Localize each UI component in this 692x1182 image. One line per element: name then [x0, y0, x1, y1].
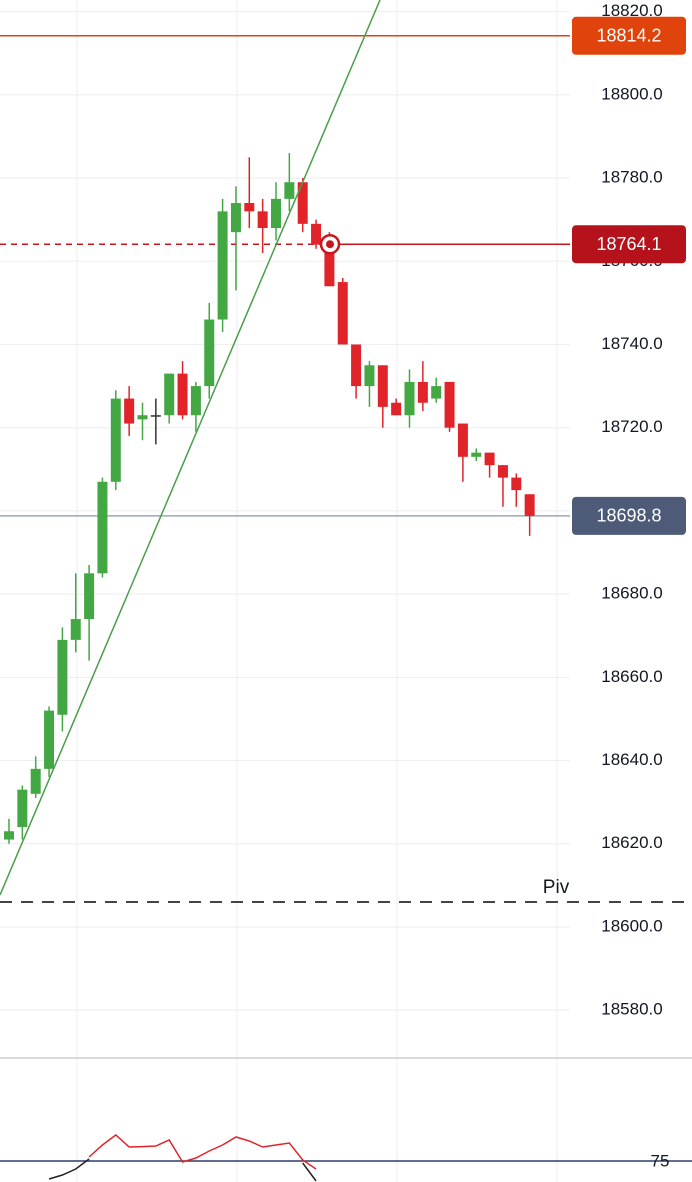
- y-tick-label: 18720.0: [601, 417, 662, 436]
- candle-body: [124, 398, 135, 424]
- candle-body: [110, 398, 121, 482]
- candle-body: [230, 203, 241, 233]
- candle-body: [311, 223, 322, 245]
- candle-body: [4, 831, 14, 840]
- indicator-line: [88, 1134, 317, 1170]
- candle-body: [351, 344, 362, 387]
- y-tick-label: 18740.0: [601, 334, 662, 353]
- candle-body: [511, 477, 522, 491]
- candle-body: [484, 452, 495, 466]
- candle-body: [70, 619, 81, 640]
- candle-body: [337, 282, 348, 345]
- price-label: 18764.1: [596, 234, 661, 254]
- candle-body: [497, 465, 508, 478]
- y-tick-label: 18580.0: [601, 1000, 662, 1019]
- candle-body: [150, 415, 161, 417]
- candle-body: [471, 452, 482, 457]
- candle-body: [257, 211, 268, 228]
- candle-body: [84, 573, 95, 620]
- price-label-box: [572, 16, 686, 55]
- y-tick-label: 18600.0: [601, 916, 662, 935]
- candle-body: [30, 768, 41, 794]
- candle-body: [17, 789, 28, 828]
- candle-body: [204, 319, 215, 387]
- candle-body: [404, 381, 415, 416]
- candle-body: [244, 203, 255, 212]
- candle-body: [217, 211, 228, 320]
- price-label: 18698.8: [596, 506, 661, 526]
- y-tick-label: 18620.0: [601, 833, 662, 852]
- level-name: Piv: [543, 877, 570, 898]
- candle-body: [457, 423, 468, 457]
- y-tick-label: 18800.0: [601, 84, 662, 103]
- price-label-box: [572, 225, 686, 264]
- candle-body: [284, 182, 295, 199]
- candle-body: [164, 373, 175, 416]
- candle-body: [97, 481, 108, 574]
- candle-body: [57, 639, 68, 715]
- candle-body: [177, 373, 188, 416]
- order-marker-dot: [326, 240, 334, 249]
- trendline: [0, 0, 381, 896]
- candle-body: [324, 236, 335, 287]
- candle-body: [417, 381, 428, 403]
- y-tick-label: 18640.0: [601, 750, 662, 769]
- y-tick-label: 18820.0: [601, 1, 662, 20]
- indicator-tick-label: 75: [651, 1151, 670, 1170]
- candle-body: [444, 381, 455, 428]
- candle-body: [377, 365, 388, 407]
- candle-body: [271, 198, 281, 228]
- y-tick-label: 18780.0: [601, 168, 662, 187]
- candle-body: [297, 182, 308, 224]
- candle-body: [391, 402, 402, 416]
- y-tick-label: 18680.0: [601, 584, 662, 603]
- price-label-box: [572, 496, 686, 535]
- candle-body: [44, 710, 55, 769]
- candle-body: [431, 386, 442, 399]
- candle-body: [524, 494, 535, 516]
- indicator-line: [48, 1158, 317, 1182]
- candle-body: [190, 386, 201, 416]
- candle-body: [364, 365, 375, 387]
- price-label: 18814.2: [596, 26, 661, 46]
- candle-body: [137, 415, 148, 420]
- y-tick-label: 18660.0: [601, 667, 662, 686]
